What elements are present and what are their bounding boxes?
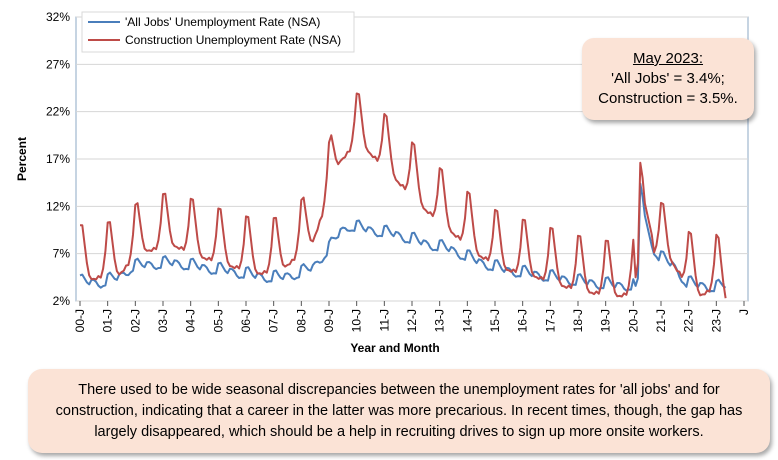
y-tick-label: 7% bbox=[53, 247, 71, 261]
x-axis: 00-J 01-J 02-J 03-J 04-J 05-J 06-J 07-J 08-J 09-J… bbox=[73, 301, 751, 332]
x-tick-label: 03-J bbox=[156, 309, 170, 332]
x-tick-label: 06-J bbox=[239, 309, 253, 332]
x-tick-label: 15-J bbox=[488, 309, 502, 332]
y-tick-label: 17% bbox=[46, 152, 70, 166]
x-tick-label: 11-J bbox=[377, 309, 391, 331]
x-tick-label: 08-J bbox=[294, 309, 308, 332]
x-tick-label: 00-J bbox=[73, 309, 87, 332]
x-tick-label: 09-J bbox=[322, 309, 336, 332]
x-tick-label: 21-J bbox=[654, 309, 668, 332]
y-axis: 2% 7% 12% 17% 22% 27% 32% bbox=[46, 10, 70, 308]
x-tick-label: 20-J bbox=[626, 309, 640, 332]
legend-box bbox=[81, 11, 355, 53]
legend-label-all-jobs: 'All Jobs' Unemployment Rate (NSA) bbox=[125, 15, 320, 29]
x-tick-label: 17-J bbox=[543, 309, 557, 332]
y-tick-label: 22% bbox=[46, 105, 70, 119]
callout-construction: Construction = 3.5%. bbox=[598, 90, 738, 107]
x-tick-label: 05-J bbox=[211, 309, 225, 332]
x-tick-label: 18-J bbox=[571, 309, 585, 332]
x-tick-label: 22-J bbox=[682, 309, 696, 332]
x-tick-label: 07-J bbox=[267, 309, 281, 332]
x-axis-title: Year and Month bbox=[350, 341, 439, 355]
y-tick-label: 12% bbox=[46, 199, 70, 213]
y-axis-title: Percent bbox=[15, 137, 29, 181]
legend: 'All Jobs' Unemployment Rate (NSA) Const… bbox=[81, 11, 355, 53]
x-tick-label: 13-J bbox=[433, 309, 447, 332]
series-layer bbox=[79, 92, 727, 299]
y-tick-label: 2% bbox=[53, 294, 71, 308]
callout-heading: May 2023: bbox=[632, 50, 704, 67]
commentary-text: There used to be wide seasonal discrepan… bbox=[55, 381, 743, 440]
callout-all-jobs: 'All Jobs' = 3.4%; bbox=[611, 70, 725, 87]
y-tick-label: 27% bbox=[46, 57, 70, 71]
x-tick-label: 02-J bbox=[128, 309, 142, 332]
x-tick-label: 10-J bbox=[350, 309, 364, 332]
x-tick-label: J bbox=[737, 309, 751, 315]
series-line-all-jobs bbox=[79, 182, 727, 293]
x-tick-label: 23-J bbox=[709, 309, 723, 332]
legend-label-construction: Construction Unemployment Rate (NSA) bbox=[125, 33, 341, 47]
x-tick-label: 16-J bbox=[516, 309, 530, 332]
series-line-construction bbox=[80, 92, 727, 299]
x-tick-label: 04-J bbox=[184, 309, 198, 332]
x-tick-label: 19-J bbox=[599, 309, 613, 332]
x-tick-label: 12-J bbox=[405, 309, 419, 332]
y-tick-label: 32% bbox=[46, 10, 70, 24]
may-2023-callout: May 2023: 'All Jobs' = 3.4%; Constructio… bbox=[582, 38, 754, 120]
commentary-box: There used to be wide seasonal discrepan… bbox=[28, 369, 770, 453]
x-tick-label: 01-J bbox=[101, 309, 115, 332]
x-tick-label: 14-J bbox=[460, 309, 474, 332]
